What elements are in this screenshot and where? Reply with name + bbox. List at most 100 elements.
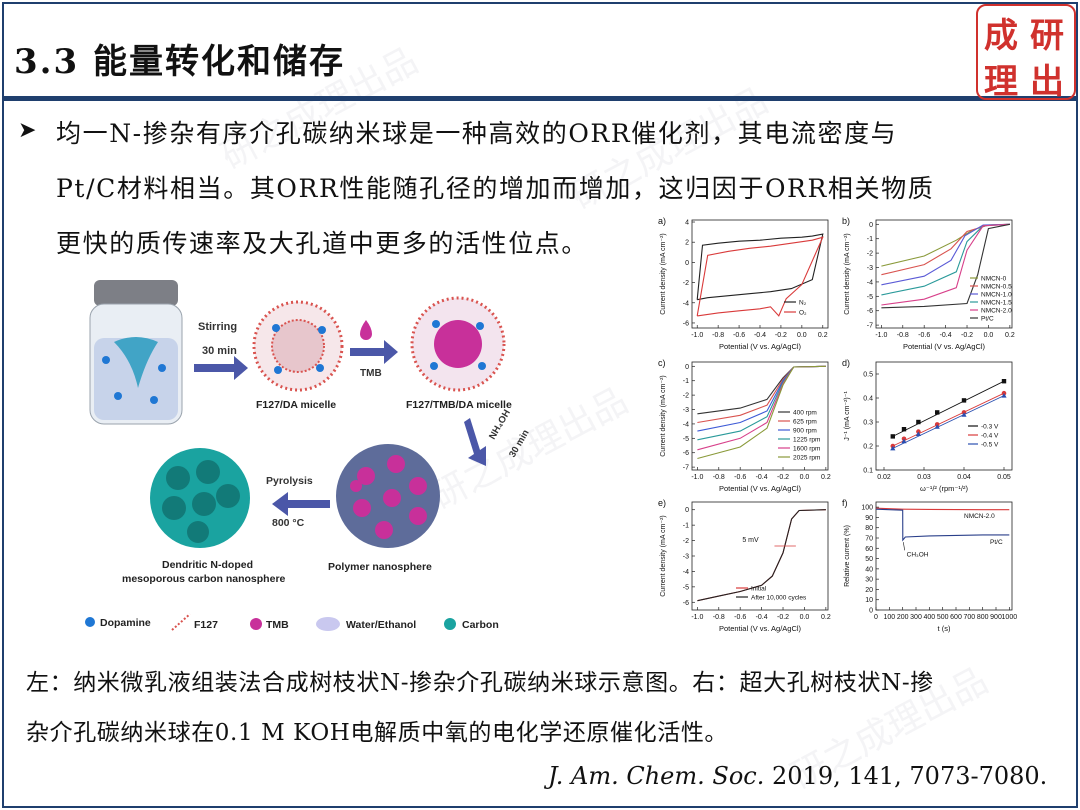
product-label-1: Dendritic N-doped (162, 559, 253, 571)
data-point (901, 438, 907, 444)
legend-water: Water/Ethanol (346, 619, 416, 631)
x-tick-label: 0.0 (800, 614, 810, 621)
y-tick-label: -6 (683, 450, 689, 457)
legend-label: 400 rpm (793, 410, 817, 417)
x-tick-label: -0.8 (713, 474, 725, 481)
y-tick-label: 10 (865, 597, 873, 604)
arrow-icon (464, 418, 486, 466)
y-tick-label: -2 (683, 393, 689, 400)
chart-svg: d) 0.02 0.03 0.04 0.05 0.5 0.4 0.3 0.2 0.1 ω⁻¹/² (… (842, 358, 1013, 493)
nh4oh-label: NH₄OH (487, 408, 513, 442)
y-tick-label: 0 (685, 507, 689, 514)
y-tick-label: -3 (683, 407, 689, 414)
y-tick-label: -5 (867, 294, 873, 301)
nh4oh-time: 30 min (507, 428, 532, 460)
x-tick-label: 200 (897, 614, 909, 621)
x-tick-label: -0.4 (756, 614, 768, 621)
y-tick-label: 0.5 (863, 372, 873, 379)
legend-f127: F127 (194, 619, 218, 631)
y-axis-label: J⁻¹ (mA cm⁻²)⁻¹ (844, 391, 851, 441)
y-tick-label: -6 (867, 308, 873, 315)
legend-label: NMCN-1.5 (981, 300, 1012, 307)
y-tick-label: 30 (865, 577, 873, 584)
y-tick-label: 0 (685, 364, 689, 371)
y-tick-label: -7 (867, 323, 873, 330)
body-paragraph: 均一N-掺杂有序介孔碳纳米球是一种高效的ORR催化剂，其电流密度与 Pt/C材料… (56, 106, 1046, 271)
y-tick-label: 60 (865, 546, 873, 553)
y-tick-label: -1 (867, 236, 873, 243)
x-tick-label: -0.4 (756, 474, 768, 481)
x-tick-label: 400 (923, 614, 935, 621)
series-line (881, 223, 1010, 286)
legend-label: 1225 rpm (793, 437, 820, 444)
chart-svg: b) -1.0 -0.8 -0.6 -0.4 -0.2 0.0 0.2 0 -1 -2 -3 -4 -5 -… (842, 216, 1015, 351)
x-tick-label: 0 (874, 614, 878, 621)
body-line: Pt/C材料相当。其ORR性能随孔径的增加而增加，这归因于ORR相关物质 (56, 174, 935, 203)
x-axis-label: Potential (V vs. Ag/AgCl) (719, 624, 802, 633)
x-tick-label: 0.05 (997, 474, 1011, 481)
data-point (934, 424, 940, 429)
y-tick-label: -1 (683, 523, 689, 530)
x-tick-label: -0.2 (961, 332, 973, 339)
x-tick-label: 0.0 (797, 332, 807, 339)
micelle1-label: F127/DA micelle (256, 399, 336, 411)
x-tick-label: 900 (990, 614, 1002, 621)
legend-label: NMCN-0 (981, 276, 1007, 283)
x-tick-label: -0.2 (777, 474, 789, 481)
series-line (875, 508, 1010, 542)
polymer-label: Polymer nanosphere (328, 561, 432, 573)
legend-label: -0.3 V (981, 424, 999, 431)
x-tick-label: -0.6 (734, 474, 746, 481)
y-tick-label: 0 (869, 222, 873, 229)
chart-svg: a) -1.0 -0.8 -0.6 -0.4 -0.2 0.0 0.2 4 2 0 -2 -4 -6 Pot… (658, 216, 829, 351)
plot-frame (875, 219, 1013, 329)
x-axis-label: Potential (V vs. Ag/AgCl) (903, 342, 986, 351)
y-tick-label: 0 (685, 260, 689, 267)
y-tick-label: -2 (867, 251, 873, 258)
y-tick-label: 0 (869, 608, 873, 615)
x-tick-label: 0.04 (957, 474, 971, 481)
logo-seal: 成 研 理 出 (976, 4, 1076, 102)
arrow-icon (194, 356, 248, 380)
series-line (697, 365, 826, 460)
data-point (916, 419, 921, 425)
legend-label: After 10,000 cycles (751, 595, 807, 602)
data-point (915, 431, 921, 436)
reference: J. Am. Chem. Soc. 2019, 141, 7073-7080. (548, 762, 1047, 790)
series-line (697, 509, 826, 602)
chart-panel-d: d) 0.02 0.03 0.04 0.05 0.5 0.4 0.3 0.2 0.1 ω⁻¹/² (… (840, 356, 1020, 498)
legend-label: O₂ (799, 310, 807, 317)
x-tick-label: 0.03 (917, 474, 931, 481)
series-line (881, 223, 1010, 267)
polymer-nanosphere (336, 444, 440, 548)
y-tick-label: -6 (683, 600, 689, 607)
y-tick-label: -6 (683, 320, 689, 327)
legend-label: N₂ (799, 300, 807, 307)
y-tick-label: 90 (865, 515, 873, 522)
panel-letter: d) (842, 358, 850, 368)
x-tick-label: 0.2 (821, 614, 831, 621)
plot-frame (875, 501, 1013, 611)
x-tick-label: -0.6 (733, 332, 745, 339)
x-tick-label: 0.2 (1005, 332, 1015, 339)
legend-label: -0.4 V (981, 433, 999, 440)
title-divider (4, 96, 1076, 101)
series-line (881, 223, 1011, 309)
y-tick-label: 50 (865, 556, 873, 563)
x-tick-label: 100 (883, 614, 895, 621)
bullet-arrow-icon: ➤ (18, 118, 37, 143)
data-point (890, 445, 896, 451)
figure-caption: 左：纳米微乳液组装法合成树枝状N-掺杂介孔碳纳米球示意图。右：超大孔树枝状N-掺… (26, 658, 1066, 758)
y-tick-label: 20 (865, 587, 873, 594)
legend-label: Initial (751, 586, 767, 593)
carbon-legend-icon (444, 618, 456, 630)
series-line (696, 236, 824, 317)
panel-letter: c) (658, 358, 666, 368)
fit-line (892, 392, 1005, 447)
x-axis-label: t (s) (938, 624, 951, 633)
x-tick-label: -0.6 (734, 614, 746, 621)
x-tick-label: -0.8 (713, 614, 725, 621)
x-tick-label: -1.0 (875, 332, 887, 339)
legend-label: 1600 rpm (793, 446, 820, 453)
